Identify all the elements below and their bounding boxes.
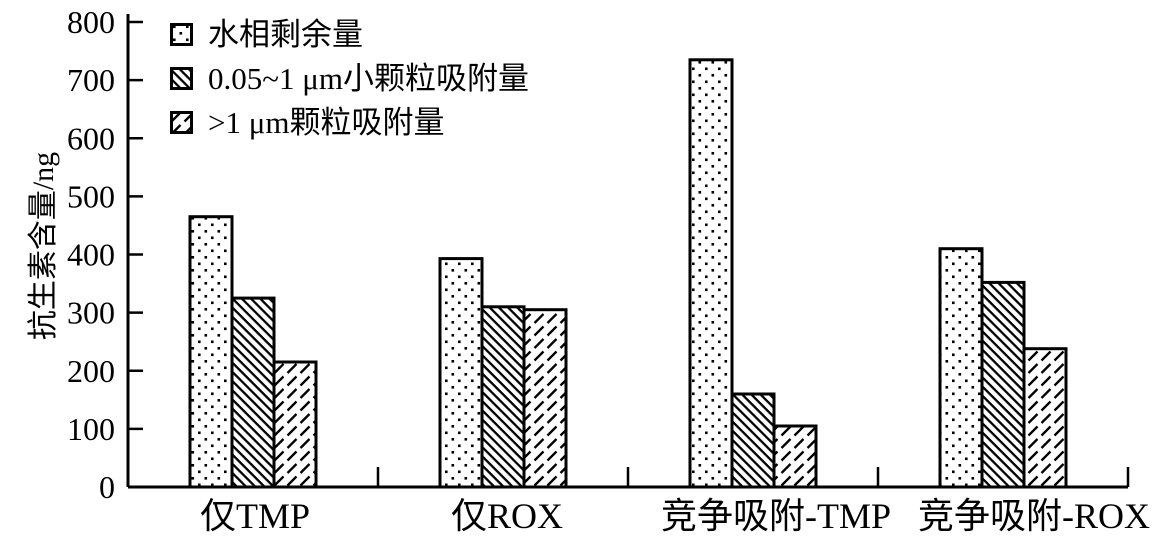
bar-series-2-group-1 [230,296,276,489]
x-category-label: 仅ROX [451,496,563,536]
legend-item: 0.05~1 μm小颗粒吸附量 [170,56,529,100]
x-category-label: 仅TMP [200,496,310,536]
y-tick-label: 0 [99,469,115,505]
x-category-label: 竞争吸附-TMP [661,496,891,536]
y-tick-label: 800 [67,4,115,40]
bar-series-3-group-4 [1022,347,1068,489]
bar-series-1-group-4 [938,247,984,489]
legend-swatch-backslash-icon [170,66,193,90]
x-category-label: 竞争吸附-ROX [918,496,1150,536]
y-axis-title: 抗生素含量/ng [27,151,60,341]
bar-series-1-group-2 [438,257,484,489]
y-tick-label: 200 [67,353,115,389]
y-tick-label: 500 [67,178,115,214]
legend-label: 水相剩余量 [208,16,363,52]
bar-series-3-group-1 [272,360,318,489]
legend-swatch-dots-icon [170,22,193,46]
y-tick-label: 100 [67,411,115,447]
y-tick-label: 600 [67,120,115,156]
y-tick-label: 700 [67,62,115,98]
legend-label: 0.05~1 μm小颗粒吸附量 [208,60,530,96]
legend: 水相剩余量 0.05~1 μm小颗粒吸附量 >1 μm颗粒吸附量 [170,12,529,144]
bar-series-1-group-3 [688,58,734,489]
bar-series-2-group-2 [480,305,526,489]
y-tick-label: 400 [67,237,115,273]
y-tick-label: 300 [67,295,115,331]
bar-series-2-group-4 [980,280,1026,489]
bar-series-2-group-3 [730,392,776,489]
legend-item: 水相剩余量 [170,12,529,56]
bar-series-3-group-2 [522,308,568,489]
bar-series-1-group-1 [188,215,234,489]
legend-item: >1 μm颗粒吸附量 [170,100,529,144]
bar-series-3-group-3 [772,424,818,489]
legend-label: >1 μm颗粒吸附量 [208,104,445,140]
legend-swatch-slash-icon [170,110,193,134]
